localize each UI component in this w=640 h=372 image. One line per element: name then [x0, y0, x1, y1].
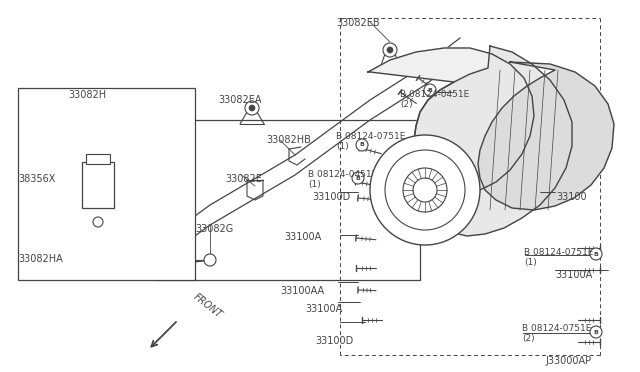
Circle shape — [370, 135, 480, 245]
Text: 33082HB: 33082HB — [266, 135, 311, 145]
Text: J33000AP: J33000AP — [545, 356, 591, 366]
Text: 33082EA: 33082EA — [218, 95, 262, 105]
Circle shape — [383, 43, 397, 57]
Circle shape — [356, 139, 368, 151]
Circle shape — [249, 105, 255, 111]
Circle shape — [245, 101, 259, 115]
Text: B 08124-0751E
(1): B 08124-0751E (1) — [336, 132, 405, 151]
Text: B 08124-0751E
(2): B 08124-0751E (2) — [522, 324, 591, 343]
Text: B: B — [428, 87, 433, 93]
Text: 33100D: 33100D — [315, 336, 353, 346]
Text: 33082E: 33082E — [225, 174, 262, 184]
Circle shape — [403, 168, 447, 212]
Bar — [86, 154, 110, 164]
Bar — [18, 88, 195, 280]
Text: FRONT: FRONT — [192, 292, 225, 320]
Text: 33100A: 33100A — [305, 304, 342, 314]
Text: 33100: 33100 — [556, 192, 587, 202]
Text: B: B — [593, 251, 598, 257]
Text: 38356X: 38356X — [18, 174, 56, 184]
Text: 33082EB: 33082EB — [336, 18, 380, 28]
Polygon shape — [368, 48, 534, 195]
Text: 33082G: 33082G — [195, 224, 233, 234]
Text: B 08124-0451E
(2): B 08124-0451E (2) — [400, 90, 469, 109]
Circle shape — [385, 150, 465, 230]
Circle shape — [352, 172, 364, 184]
Circle shape — [590, 248, 602, 260]
Circle shape — [424, 84, 436, 96]
Circle shape — [93, 217, 103, 227]
Bar — [82, 162, 114, 208]
Polygon shape — [414, 46, 572, 236]
Text: 33100D: 33100D — [312, 192, 350, 202]
Text: 33100A: 33100A — [555, 270, 592, 280]
Circle shape — [413, 178, 437, 202]
Text: 33082H: 33082H — [68, 90, 106, 100]
Text: B: B — [356, 176, 360, 180]
Text: 33100AA: 33100AA — [280, 286, 324, 296]
Text: B: B — [360, 142, 364, 148]
Circle shape — [590, 326, 602, 338]
Text: 33082HA: 33082HA — [18, 254, 63, 264]
Circle shape — [204, 254, 216, 266]
Polygon shape — [478, 62, 614, 210]
Text: B 08124-0451E
(1): B 08124-0451E (1) — [308, 170, 377, 189]
Text: B: B — [593, 330, 598, 334]
Circle shape — [387, 47, 393, 53]
Text: 33100A: 33100A — [284, 232, 321, 242]
Text: B 08124-0751E
(1): B 08124-0751E (1) — [524, 248, 593, 267]
